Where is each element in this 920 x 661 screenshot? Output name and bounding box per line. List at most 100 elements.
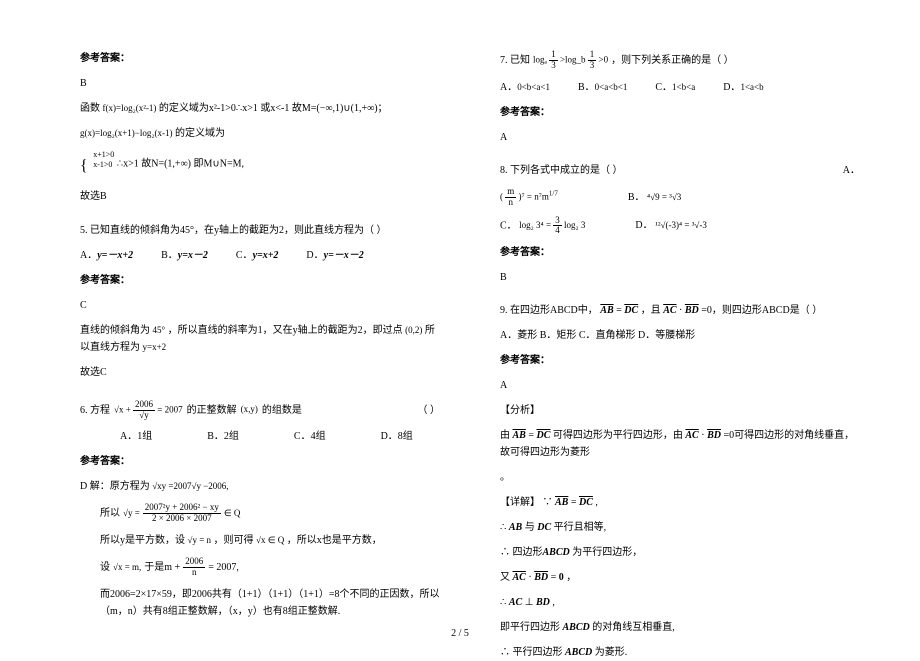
t: · xyxy=(679,305,682,316)
v: AB xyxy=(555,497,568,508)
text: y=x+2 xyxy=(143,342,167,352)
d3: 又 AC · BD = 0 ， xyxy=(500,569,860,586)
t: ，且 xyxy=(641,305,661,316)
t: · xyxy=(701,430,704,441)
t: 所以 xyxy=(100,505,120,522)
t: ，所以x也是平方数， xyxy=(287,535,382,546)
opt-a: A．y=－x+2 xyxy=(80,247,133,264)
eq: 1<a<b xyxy=(740,82,763,92)
formula: f(x)=log₂(x²-1) xyxy=(103,103,157,113)
eq: log₂ 3⁴ = 34 log₂ 3 xyxy=(519,220,585,230)
answer-9: A xyxy=(500,377,860,394)
vec: AB xyxy=(600,305,613,316)
q8-stem: 8. 下列各式中成立的是（ ） A． xyxy=(500,162,860,179)
t: = 2007, xyxy=(208,559,239,576)
v: BD xyxy=(534,572,548,583)
period: 。 xyxy=(500,469,860,486)
t: logₐ xyxy=(533,54,547,64)
q8-row1: ( mn )⁷ = n⁷m1/7 B． ⁴√9 = ³√3 xyxy=(500,187,860,208)
l: C． xyxy=(500,220,517,231)
q4-line2: g(x)=log₂(x+1)−log₂(x-1) 的定义域为 xyxy=(80,125,440,142)
eq: √x = m, xyxy=(113,560,141,575)
q6-options: A．1组 B．2组 C．4组 D．8组 xyxy=(80,428,440,445)
label: D． xyxy=(306,250,323,261)
answer-7: A xyxy=(500,129,860,146)
q6-sol-3: 所以y是平方数，设 √y = n ，则可得 √x ∈ Q ，所以x也是平方数， xyxy=(80,532,440,549)
opt-b: B． ⁴√9 = ³√3 xyxy=(628,189,681,206)
opt-c: C．1<b<a xyxy=(655,79,695,96)
page: 参考答案： B 函数 f(x)=log₂(x²-1) 的定义域为x²-1>0∴x… xyxy=(0,0,920,620)
den: √y xyxy=(133,411,155,421)
text: 45° xyxy=(153,325,166,335)
text: 的组数是 xyxy=(262,402,302,419)
vec: BD xyxy=(685,305,699,316)
answer-label: 参考答案： xyxy=(500,352,860,369)
q6-sol-2: 所以 √y = 2007²y + 2006² − xy2 × 2006 × 20… xyxy=(80,503,440,524)
t: 又 xyxy=(500,572,510,583)
t: 9. 在四边形ABCD中， xyxy=(500,305,598,316)
eq: 0<a<b<1 xyxy=(595,82,628,92)
eq: y=－x+2 xyxy=(97,250,133,261)
opt-d: D．1<a<b xyxy=(723,79,763,96)
q6-stem: 6. 方程 √x + 2006√y = 2007 的正整数解 (x,y) 的组数… xyxy=(80,400,440,421)
t: A． xyxy=(843,162,860,179)
opt-b: B．2组 xyxy=(207,428,239,445)
vec: DC xyxy=(624,305,638,316)
q5-options: A．y=－x+2 B．y=x－2 C．y=x+2 D．y=－x－2 xyxy=(80,247,440,264)
answer-4: B xyxy=(80,75,440,92)
opt-d: D．8组 xyxy=(381,428,413,445)
d: 4 xyxy=(553,226,562,236)
t: ， xyxy=(566,572,576,583)
t: =0，则四边形ABCD是（ ） xyxy=(701,305,822,316)
t: ，则可得 xyxy=(214,535,254,546)
q9-stem: 9. 在四边形ABCD中， AB = DC ，且 AC · BD =0，则四边形… xyxy=(500,302,860,319)
label: C． xyxy=(236,250,253,261)
text: 的正整数解 xyxy=(187,402,237,419)
answer-8: B xyxy=(500,269,860,286)
t: = xyxy=(616,305,622,316)
den: n xyxy=(183,568,205,578)
t: 于是m + xyxy=(144,559,180,576)
text: 6. 方程 xyxy=(80,402,110,419)
t: 8. 下列各式中成立的是（ ） xyxy=(500,162,623,179)
answer-5: C xyxy=(80,297,440,314)
opt-b: B．0<a<b<1 xyxy=(578,79,627,96)
t: log₂ 3⁴ = xyxy=(519,220,551,230)
t: = xyxy=(528,430,534,441)
t: log₂ 3 xyxy=(564,220,585,230)
eq: √x + 2006√y = 2007 xyxy=(114,400,183,421)
eq: y=x+2 xyxy=(253,250,279,261)
v: AC xyxy=(513,572,526,583)
l: A． xyxy=(500,82,517,93)
vec: AC xyxy=(685,430,698,441)
t: >log_b xyxy=(560,54,586,64)
t: 所以y是平方数，设 xyxy=(100,535,185,546)
text: 的定义域为 xyxy=(175,128,225,139)
vec: AB xyxy=(513,430,526,441)
d6: ∴ 平行四边形 ABCD 为菱形. xyxy=(500,644,860,661)
sys-bot: x-1>0 xyxy=(93,160,114,170)
spacer xyxy=(623,162,843,179)
sys-top: x+1>0 xyxy=(93,150,114,160)
opt-d: D．y=－x－2 xyxy=(306,247,363,264)
q7-stem: 7. 已知 logₐ 13 >log_b 13 >0 ，则下列关系正确的是（ ） xyxy=(500,50,860,71)
d1: ∴ AB 与 DC 平行且相等, xyxy=(500,519,860,536)
l: D． xyxy=(723,82,740,93)
l: C． xyxy=(655,82,672,93)
q5-stem: 5. 已知直线的倾斜角为45°，在y轴上的截距为2，则此直线方程为（ ） xyxy=(80,222,440,239)
opt-a: A．1组 xyxy=(120,428,152,445)
label: B． xyxy=(161,250,178,261)
eq: ∵ AB = DC , xyxy=(543,497,598,508)
opt-b: B．y=x－2 xyxy=(161,247,208,264)
vec: DC xyxy=(536,430,550,441)
d: 3 xyxy=(588,61,597,71)
q7-options: A．0<b<a<1 B．0<a<b<1 C．1<b<a D．1<a<b xyxy=(500,79,860,96)
answer-label: 参考答案： xyxy=(80,50,440,67)
label: A． xyxy=(80,250,97,261)
analysis-text: 由 AB = DC 可得四边形为平行四边形，由 AC · BD =0可得四边形的… xyxy=(500,427,860,461)
answer-label: 参考答案： xyxy=(80,453,440,470)
q6-sol-1: D 解：原方程为 √xy =2007√y −2006, xyxy=(80,478,440,495)
d: 3 xyxy=(549,61,558,71)
q5-explain1: 直线的倾斜角为 45° ，所以直线的斜率为1，又在y轴上的截距为2，即过点 (0… xyxy=(80,322,440,356)
spacer xyxy=(80,213,440,215)
